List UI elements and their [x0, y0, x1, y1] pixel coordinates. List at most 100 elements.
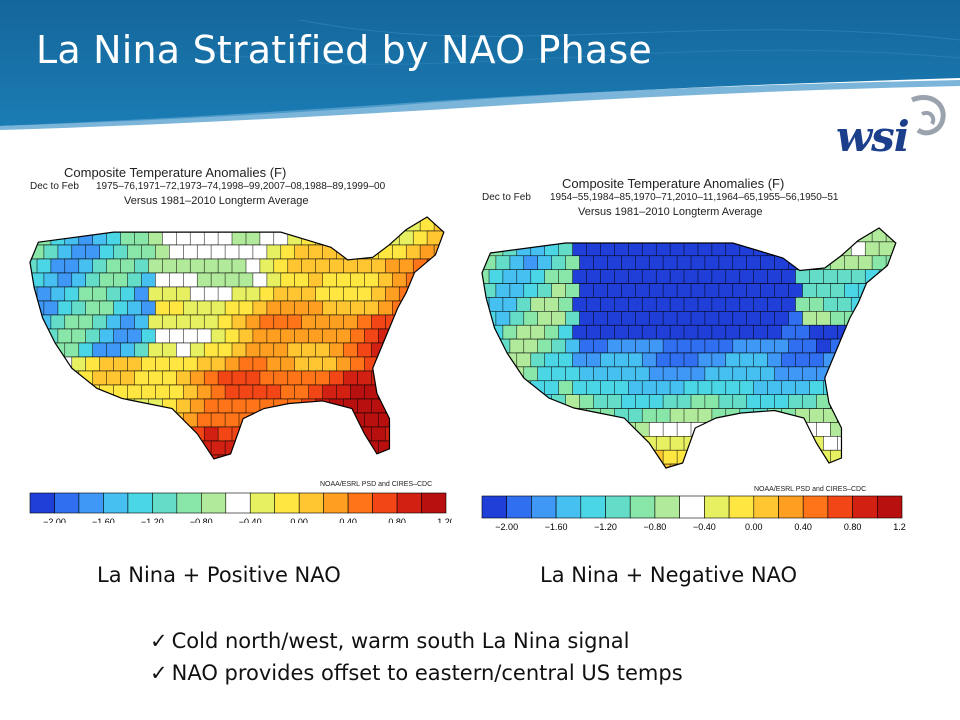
climate-division-cell — [614, 463, 636, 468]
climate-division-cell — [336, 244, 358, 260]
climate-division-cell — [655, 463, 678, 468]
climate-division-cell — [676, 228, 699, 243]
climate-division-cell — [412, 342, 435, 358]
climate-division-cell — [635, 449, 657, 465]
climate-division-cell — [830, 228, 852, 243]
colorbar-swatch — [778, 495, 804, 519]
climate-division-cell — [398, 426, 421, 442]
climate-division-cell — [36, 398, 59, 414]
climate-division-cell — [837, 324, 859, 340]
climate-division-cell — [308, 217, 330, 232]
caption-positive-nao: La Nina + Positive NAO — [97, 563, 341, 587]
colorbar-tick-label: −1.60 — [92, 517, 115, 523]
climate-division-cell — [196, 217, 219, 232]
colorbar-tick-label: −0.80 — [644, 522, 667, 530]
climate-division-cell — [579, 228, 601, 243]
climate-division-cell — [141, 217, 163, 232]
climate-division-cell — [426, 370, 444, 386]
climate-division-cell — [162, 454, 184, 459]
caption-negative-nao: La Nina + Negative NAO — [540, 563, 798, 587]
climate-division-cell — [252, 217, 275, 232]
climate-division-cell — [857, 311, 880, 326]
climate-division-cell — [704, 228, 727, 243]
climate-division-cell — [183, 217, 205, 232]
climate-division-cell — [864, 297, 887, 312]
climate-division-cell — [760, 422, 782, 437]
climate-division-cell — [802, 449, 824, 465]
climate-division-cell — [482, 463, 497, 468]
climate-division-cell — [392, 440, 414, 456]
colorbar-swatch — [152, 492, 178, 514]
climate-division-cell — [878, 269, 896, 284]
climate-division-cell — [385, 370, 407, 386]
climate-division-cell — [482, 366, 504, 382]
climate-division-cell — [385, 426, 407, 442]
climate-division-cell — [523, 394, 545, 409]
colorbar-swatch — [54, 492, 80, 514]
climate-division-cell — [607, 228, 629, 243]
climate-division-cell — [558, 463, 580, 468]
colorbar-swatch — [347, 492, 373, 514]
climate-division-cell — [593, 422, 615, 437]
climate-division-cell — [92, 426, 114, 442]
climate-division-cell — [844, 394, 866, 409]
climate-division-cell — [30, 454, 45, 459]
climate-division-cell — [392, 412, 414, 428]
header-banner — [0, 0, 960, 130]
climate-division-cell — [885, 283, 896, 298]
climate-division-cell — [127, 412, 149, 428]
colorbar-tick-label: 1.20 — [893, 522, 906, 530]
climate-division-cell — [378, 412, 400, 428]
climate-division-cell — [864, 436, 887, 451]
climate-division-cell — [30, 217, 52, 232]
climate-division-cell — [30, 412, 52, 428]
climate-division-cell — [57, 412, 80, 428]
climate-division-cell — [788, 422, 810, 437]
climate-division-cell — [64, 454, 86, 459]
climate-division-cell — [802, 255, 824, 270]
climate-division-cell — [488, 408, 511, 423]
map-title: Composite Temperature Anomalies (F) — [562, 176, 785, 191]
climate-division-cell — [857, 422, 880, 437]
climate-division-cell — [746, 422, 768, 437]
climate-division-cell — [823, 463, 845, 468]
climate-division-cell — [697, 463, 720, 468]
colorbar-tick-label: 0.80 — [388, 517, 406, 523]
climate-division-cell — [641, 463, 664, 468]
colorbar-tick-label: 0.00 — [745, 522, 763, 530]
climate-division-cell — [426, 426, 444, 442]
climate-division-cell — [412, 286, 435, 302]
climate-division-cell — [329, 454, 351, 459]
climate-division-cell — [43, 384, 66, 400]
climate-division-cell — [315, 230, 337, 246]
climate-division-cell — [71, 440, 93, 456]
climate-division-cell — [127, 217, 149, 232]
climate-division-cell — [30, 426, 45, 442]
climate-division-cell — [343, 454, 365, 459]
colorbar-swatch — [629, 495, 656, 519]
climate-division-cell — [412, 426, 435, 442]
climate-division-cell — [495, 366, 518, 382]
climate-division-cell — [378, 384, 400, 400]
climate-division-cell — [245, 426, 268, 442]
colorbar-swatch — [555, 495, 582, 519]
climate-division-cell — [412, 314, 435, 330]
map-title: Composite Temperature Anomalies (F) — [64, 165, 287, 180]
climate-division-cell — [579, 422, 601, 437]
climate-division-cell — [850, 408, 873, 423]
climate-division-cell — [189, 454, 212, 459]
climate-division-cell — [837, 380, 859, 395]
climate-division-cell — [767, 241, 789, 257]
climate-division-cell — [162, 426, 184, 442]
climate-division-cell — [878, 408, 896, 423]
climate-division-cell — [224, 440, 247, 456]
climate-division-cell — [266, 217, 289, 232]
climate-division-cell — [809, 241, 831, 257]
climate-division-cell — [537, 422, 559, 437]
climate-division-cell — [357, 454, 379, 459]
climate-division-cell — [419, 412, 442, 428]
climate-division-cell — [433, 384, 444, 400]
climate-division-cell — [64, 426, 86, 442]
climate-division-cell — [426, 258, 444, 274]
climate-division-cell — [718, 422, 741, 437]
